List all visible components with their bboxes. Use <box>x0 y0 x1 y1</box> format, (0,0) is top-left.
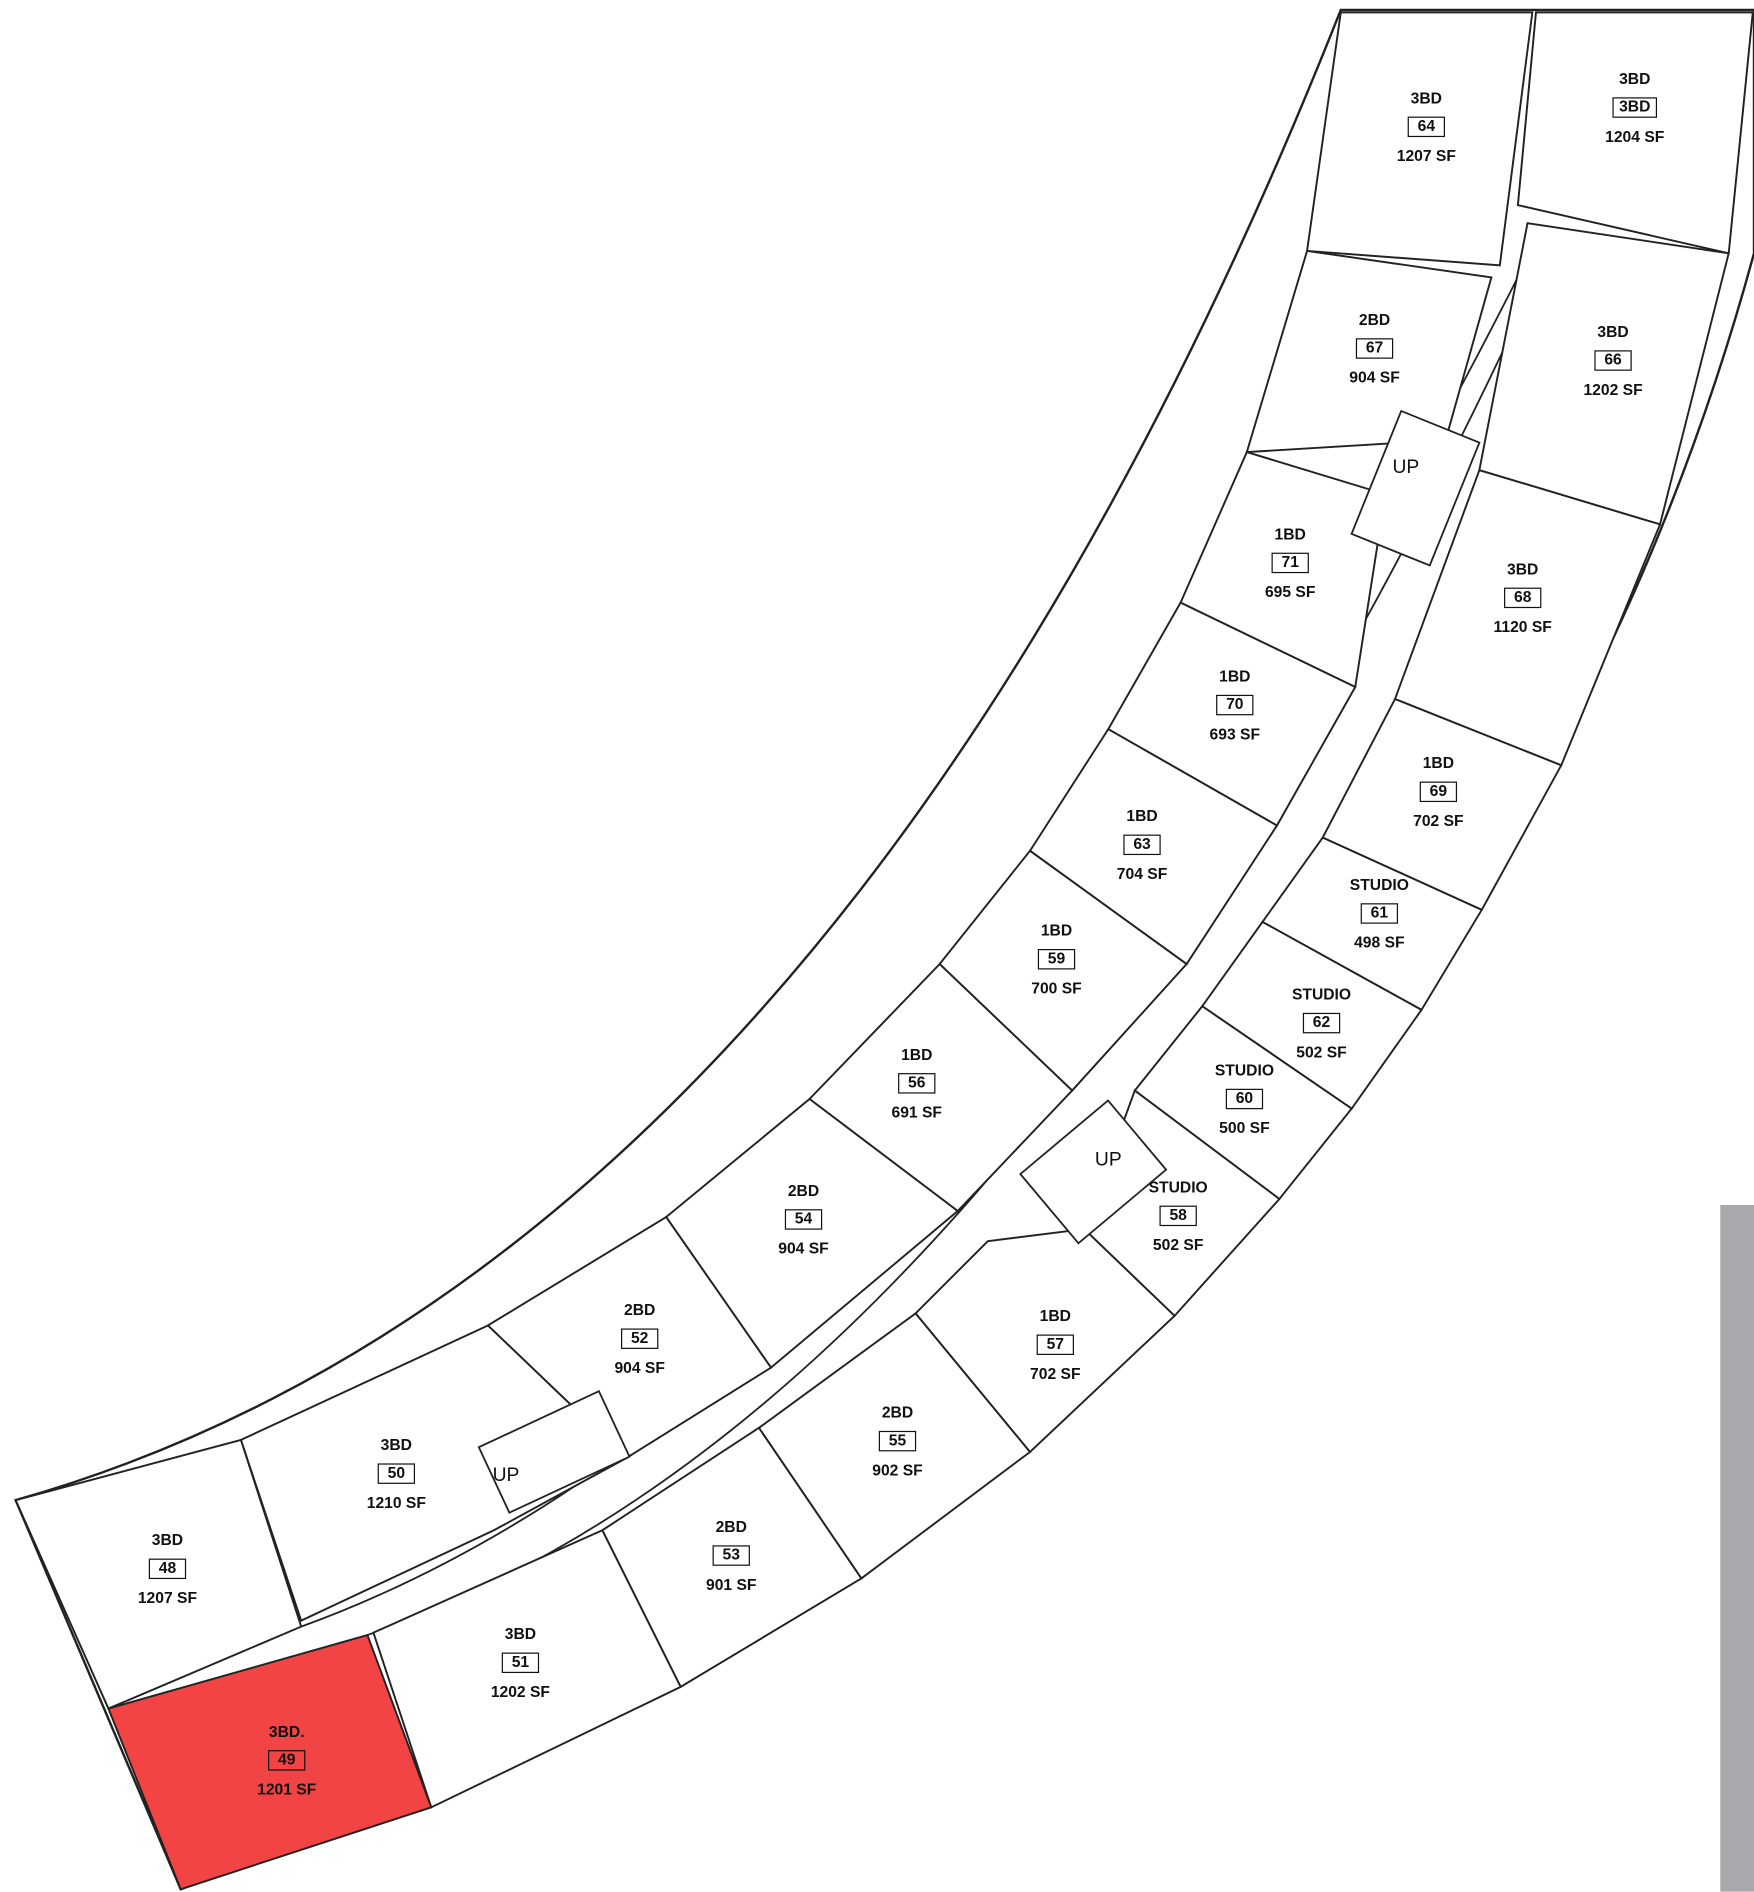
unit-area: 693 SF <box>1210 726 1260 743</box>
unit-area: 902 SF <box>872 1462 922 1479</box>
stair-label: UP <box>493 1465 520 1486</box>
unit-number: 66 <box>1604 352 1622 369</box>
unit-number: 67 <box>1366 340 1384 357</box>
unit-number: 54 <box>795 1211 813 1228</box>
unit-type: 3BD <box>1507 561 1538 578</box>
unit-number: 53 <box>723 1547 741 1564</box>
stair-label: UP <box>1095 1150 1122 1171</box>
unit-area: 502 SF <box>1296 1044 1346 1061</box>
unit-type: 3BD <box>1619 71 1650 88</box>
unit-number: 3BD <box>1619 99 1650 116</box>
unit-type: 1BD <box>1040 1308 1071 1325</box>
unit-area: 1204 SF <box>1605 129 1664 146</box>
unit-type: STUDIO <box>1215 1062 1274 1079</box>
unit-type: 1BD <box>1041 923 1072 940</box>
unit-number: 69 <box>1430 783 1448 800</box>
floor-plan: 3BD 64 1207 SF 3BD 3BD 1204 SF 2BD 67 904 SF 3BD 6… <box>0 0 1754 1892</box>
unit-type: 1BD <box>1219 668 1250 685</box>
unit-number: 61 <box>1371 905 1389 922</box>
unit-number: 55 <box>889 1432 907 1449</box>
unit-number: 51 <box>512 1654 530 1671</box>
unit-type: 2BD <box>716 1519 747 1536</box>
unit-type: 3BD <box>505 1626 536 1643</box>
unit-number: 49 <box>278 1751 296 1768</box>
unit-number: 68 <box>1514 589 1532 606</box>
unit-type: STUDIO <box>1292 987 1351 1004</box>
page: 3BD 64 1207 SF 3BD 3BD 1204 SF 2BD 67 904 SF 3BD 6… <box>0 0 1754 1892</box>
unit-number: 52 <box>631 1330 649 1347</box>
unit-type: 3BD <box>381 1437 412 1454</box>
unit-type: 2BD <box>882 1405 913 1422</box>
unit-number: 48 <box>159 1560 177 1577</box>
unit-number: 58 <box>1169 1207 1187 1224</box>
unit-area: 1201 SF <box>257 1782 316 1799</box>
unit-number: 50 <box>388 1465 406 1482</box>
unit-area: 1207 SF <box>1397 148 1456 165</box>
unit-area: 700 SF <box>1031 981 1081 998</box>
unit-type: 1BD <box>1423 755 1454 772</box>
unit-area: 1202 SF <box>1583 382 1642 399</box>
unit-type: 2BD <box>788 1183 819 1200</box>
unit-area: 695 SF <box>1265 584 1315 601</box>
unit-area: 1202 SF <box>491 1684 550 1701</box>
unit-type: 1BD <box>901 1047 932 1064</box>
unit-type: 3BD <box>1411 90 1442 107</box>
unit-number: 57 <box>1047 1336 1065 1353</box>
unit-number: 71 <box>1281 554 1299 571</box>
unit-area: 502 SF <box>1153 1237 1203 1254</box>
unit-type: 2BD <box>1359 312 1390 329</box>
unit-area: 901 SF <box>706 1577 756 1594</box>
unit-type: STUDIO <box>1350 877 1409 894</box>
unit-type: STUDIO <box>1149 1179 1208 1196</box>
unit-area: 1120 SF <box>1494 619 1552 636</box>
unit-area: 498 SF <box>1354 935 1404 952</box>
unit-area: 1207 SF <box>138 1590 197 1607</box>
unit-type: 2BD <box>624 1302 655 1319</box>
unit-number: 60 <box>1236 1090 1254 1107</box>
unit-area: 702 SF <box>1413 813 1463 830</box>
unit: 3BD 64 1207 SF <box>1307 12 1532 265</box>
unit-room <box>1307 12 1532 265</box>
unit-type: 1BD <box>1126 808 1157 825</box>
unit-number: 56 <box>908 1074 926 1091</box>
unit-type: 3BD. <box>269 1724 305 1741</box>
unit-area: 1210 SF <box>367 1495 426 1512</box>
unit-number: 59 <box>1048 950 1066 967</box>
unit-number: 63 <box>1133 836 1151 853</box>
side-bar <box>1720 1205 1754 1892</box>
unit-area: 904 SF <box>614 1360 664 1377</box>
unit-area: 704 SF <box>1117 866 1167 883</box>
unit-type: 3BD <box>1597 324 1628 341</box>
unit-number: 62 <box>1313 1014 1331 1031</box>
unit-number: 70 <box>1226 696 1244 713</box>
unit-area: 500 SF <box>1219 1120 1269 1137</box>
unit-number: 64 <box>1418 118 1436 135</box>
unit-type: 3BD <box>152 1532 183 1549</box>
unit-area: 904 SF <box>1349 370 1399 387</box>
unit-area: 702 SF <box>1030 1366 1080 1383</box>
unit-area: 691 SF <box>892 1105 942 1122</box>
unit-type: 1BD <box>1275 526 1306 543</box>
unit-area: 904 SF <box>778 1241 828 1258</box>
stair-label: UP <box>1392 457 1419 478</box>
